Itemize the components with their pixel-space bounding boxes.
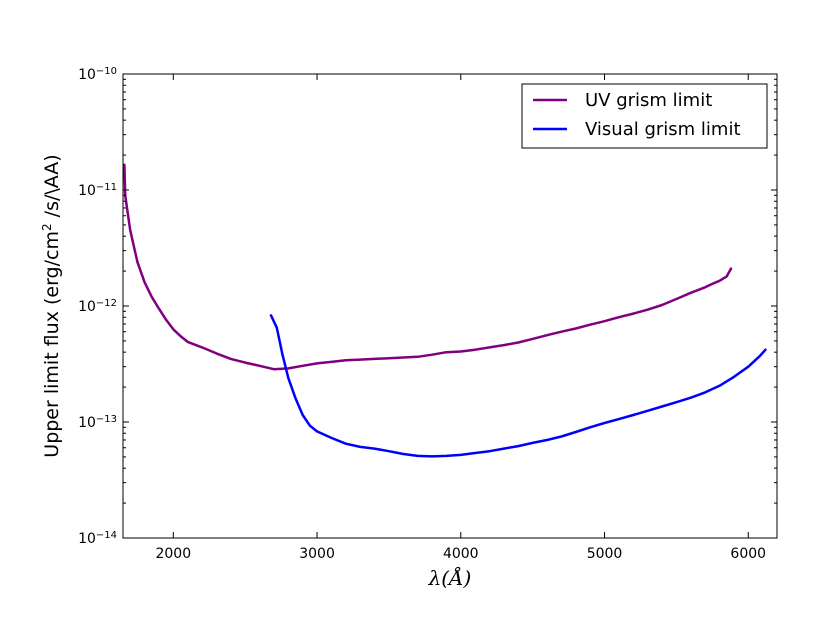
legend-label-uv: UV grism limit: [585, 90, 712, 111]
series-line-uv: [123, 163, 733, 371]
series-line-visual: [269, 314, 767, 458]
y-tick-label: 10−12: [78, 298, 117, 316]
x-tick-label: 3000: [299, 546, 335, 562]
x-tick-label: 2000: [155, 546, 191, 562]
legend-box: [521, 83, 768, 149]
y-tick-label: 10−14: [78, 530, 117, 548]
x-tick-label: 6000: [730, 546, 766, 562]
x-tick-label: 4000: [443, 546, 479, 562]
y-tick-label: 10−11: [78, 182, 117, 200]
y-axis-label-sup: 2: [40, 223, 54, 231]
plot-area: [123, 74, 777, 538]
ticks-layer: 2000 3000 4000 5000 6000 10−14 10−13 10−12 10−11…: [78, 66, 777, 562]
y-tick-label: 10−10: [78, 66, 117, 84]
series-layer: [123, 163, 767, 458]
y-tick-label: 10−13: [78, 414, 117, 432]
legend-label-visual: Visual grism limit: [585, 119, 741, 140]
y-axis-label: Upper limit flux (erg/cm2 /s/\AA): [40, 154, 63, 457]
x-tick-label: 5000: [587, 546, 623, 562]
x-axis-label: λ(Å): [428, 565, 472, 590]
legend: UV grism limit Visual grism limit: [521, 83, 768, 149]
y-axis-label-before: Upper limit flux (erg/cm: [41, 231, 63, 458]
y-axis-label-after: /s/\AA): [41, 154, 63, 223]
